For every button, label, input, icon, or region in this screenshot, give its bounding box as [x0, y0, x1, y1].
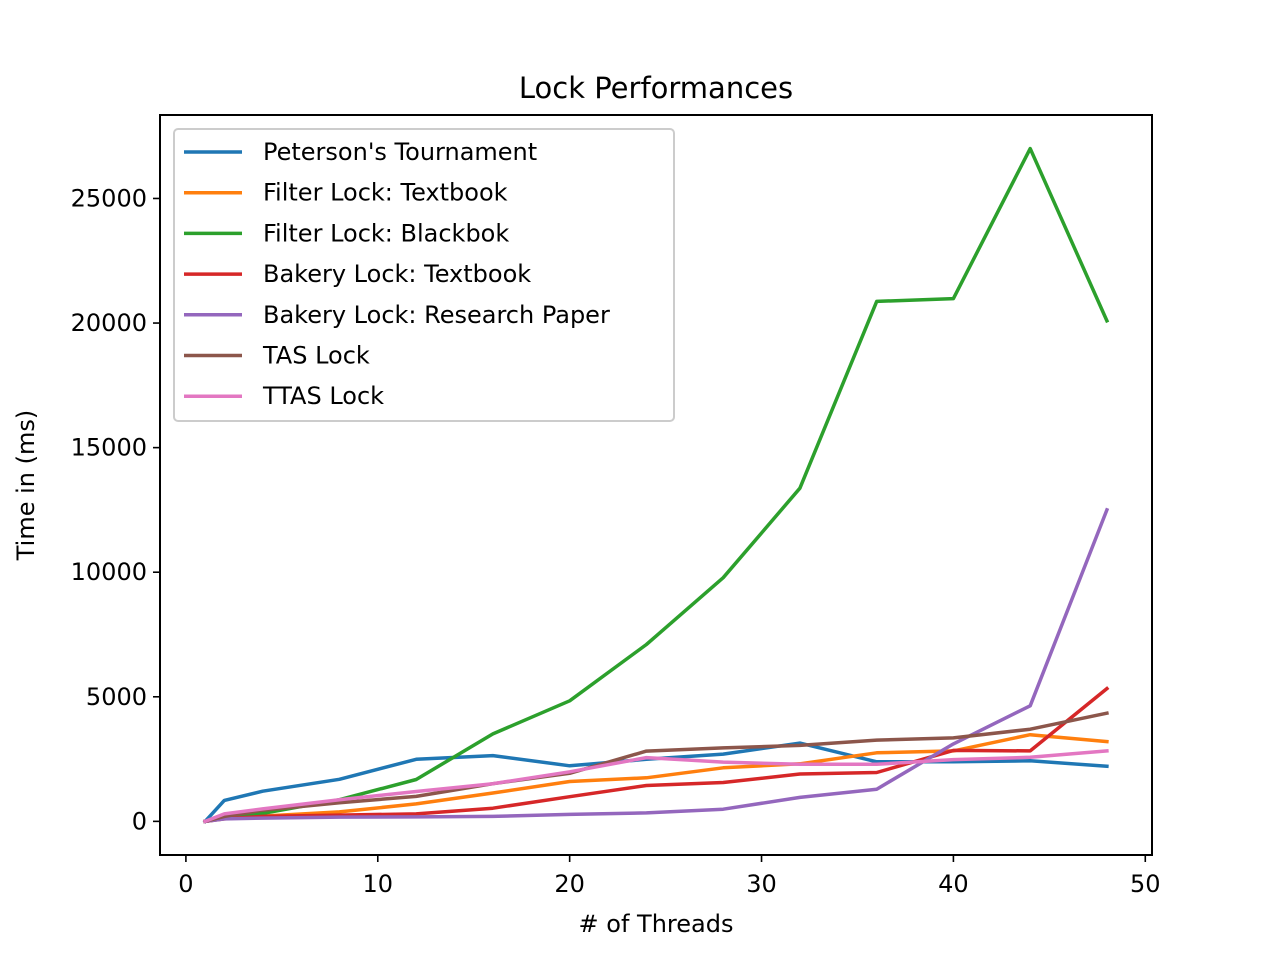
y-axis-label: Time in (ms)	[12, 410, 40, 561]
series-line-6	[202, 749, 1109, 824]
axis-layer: 0 10 20 30 40 50 0 5000 10000 15000 20000 25000	[71, 184, 1161, 898]
y-tick-label-0: 0	[132, 807, 147, 835]
legend-label-4: Bakery Lock: Research Paper	[263, 301, 610, 329]
x-tick-label-5: 50	[1130, 870, 1161, 898]
legend-label-6: TTAS Lock	[262, 382, 384, 410]
y-tick-label-3: 15000	[71, 434, 147, 462]
x-tick-label-0: 0	[178, 870, 193, 898]
plot-frame	[159, 114, 1153, 856]
x-tick-label-4: 40	[938, 870, 969, 898]
legend-label-0: Peterson's Tournament	[263, 138, 537, 166]
series-line-4	[203, 507, 1110, 824]
plot-layer	[202, 146, 1110, 824]
legend: Peterson's Tournament Filter Lock: Textbo…	[173, 128, 675, 422]
y-tick-label-5: 25000	[71, 184, 147, 212]
series-line-2	[203, 146, 1110, 824]
y-tick-label-4: 20000	[71, 309, 147, 337]
y-tick-label-1: 5000	[86, 683, 147, 711]
legend-frame	[173, 128, 675, 422]
legend-label-1: Filter Lock: Textbook	[263, 179, 508, 207]
legend-label-2: Filter Lock: Blackbok	[263, 219, 509, 247]
x-tick-label-3: 30	[746, 870, 777, 898]
x-tick-label-1: 10	[363, 870, 394, 898]
legend-label-3: Bakery Lock: Textbook	[263, 260, 531, 288]
chart-title: Lock Performances	[519, 71, 793, 105]
legend-label-5: TAS Lock	[262, 342, 370, 370]
x-tick-label-2: 20	[554, 870, 585, 898]
x-axis-label: # of Threads	[579, 910, 734, 938]
y-tick-label-2: 10000	[71, 558, 147, 586]
